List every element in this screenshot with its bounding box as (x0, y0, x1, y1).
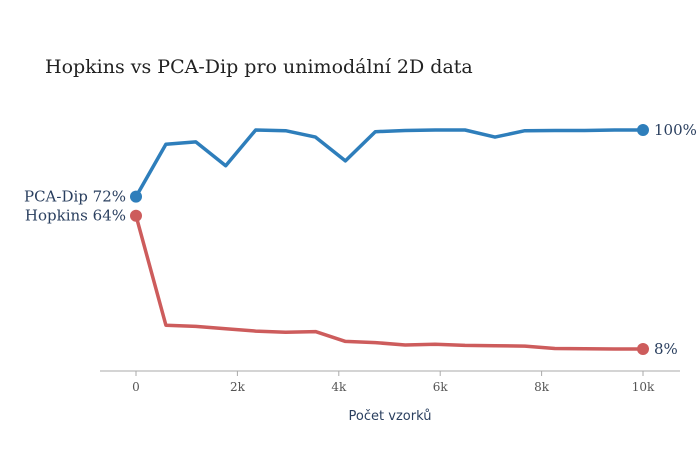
hopkins-end-point (637, 343, 649, 355)
pca-dip-series-line (134, 128, 645, 199)
x-tick-label: 0 (132, 380, 140, 394)
hopkins-end-label: 8% (654, 340, 678, 358)
hopkins-start-point (130, 209, 142, 222)
x-tick-label: 2k (230, 380, 246, 394)
x-tick-label: 8k (534, 380, 550, 394)
x-tick-label: 10k (632, 380, 655, 394)
chart-title: Hopkins vs PCA-Dip pro unimodální 2D dat… (45, 56, 473, 78)
pca-dip-end-label: 100% (654, 121, 697, 139)
pca-dip-start-label: PCA-Dip 72% (24, 188, 126, 206)
hopkins-start-label: Hopkins 64% (25, 207, 126, 225)
pca-dip-end-point (637, 124, 649, 136)
x-tick-label: 4k (331, 380, 347, 394)
hopkins-series-line (134, 213, 645, 351)
x-tick-label: 6k (433, 380, 449, 394)
x-axis-label: Počet vzorků (349, 409, 432, 424)
pca-dip-start-point (130, 190, 142, 203)
